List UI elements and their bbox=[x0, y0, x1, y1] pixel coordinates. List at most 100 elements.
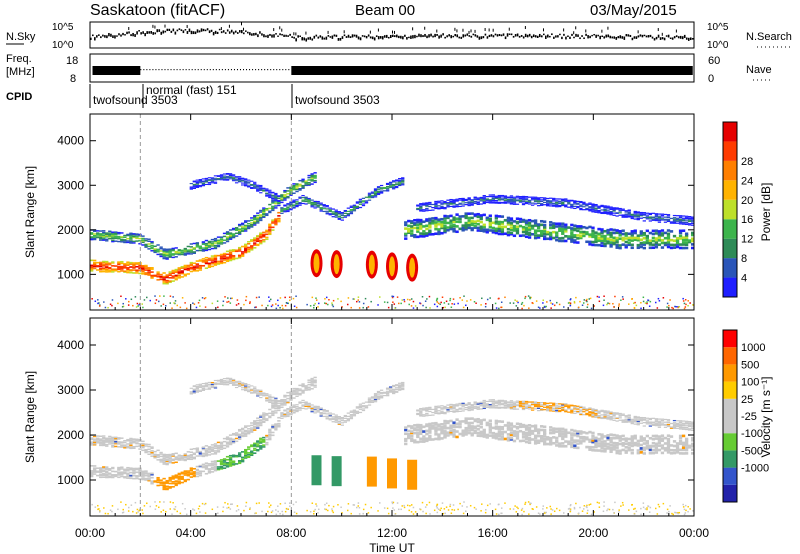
velocity-cell bbox=[219, 441, 224, 444]
velocity-cell bbox=[250, 385, 254, 387]
power-cell bbox=[672, 220, 677, 222]
velocity-cell bbox=[177, 477, 181, 479]
velocity-cell bbox=[231, 439, 236, 442]
velocity-cell bbox=[114, 445, 118, 448]
velocity-cell bbox=[244, 448, 248, 451]
sky-sample bbox=[166, 28, 169, 32]
power-cell bbox=[657, 233, 662, 237]
power-cell bbox=[597, 212, 601, 214]
velocity-cell bbox=[147, 477, 151, 479]
power-cell bbox=[634, 301, 636, 304]
velocity-cell bbox=[295, 404, 299, 406]
velocity-cell bbox=[219, 379, 224, 381]
power-cell bbox=[479, 215, 483, 219]
power-cell bbox=[428, 229, 432, 233]
velocity-cell bbox=[434, 433, 438, 436]
power-cell bbox=[250, 225, 254, 227]
power-cell bbox=[244, 221, 248, 224]
power-cell bbox=[488, 226, 492, 229]
velocity-cell bbox=[162, 453, 166, 456]
power-cell bbox=[292, 204, 296, 206]
power-cell bbox=[678, 231, 683, 235]
power-cell bbox=[259, 186, 263, 188]
power-cell bbox=[139, 302, 141, 305]
velocity-cell bbox=[256, 444, 260, 447]
power-cell bbox=[437, 205, 441, 207]
power-cell bbox=[567, 199, 571, 201]
velocity-cell bbox=[123, 445, 127, 448]
velocity-cell bbox=[201, 385, 206, 387]
velocity-cell bbox=[259, 424, 263, 427]
power-cell bbox=[105, 234, 109, 237]
power-cell bbox=[168, 252, 172, 254]
power-cell bbox=[192, 265, 196, 268]
velocity-cell bbox=[352, 411, 357, 413]
power-cell bbox=[231, 178, 236, 180]
velocity-cell bbox=[533, 401, 538, 403]
power-cell bbox=[256, 188, 260, 190]
power-cell bbox=[123, 263, 127, 265]
power-cell bbox=[536, 197, 541, 199]
velocity-cell bbox=[265, 438, 269, 441]
power-cell bbox=[171, 269, 175, 272]
velocity-cell bbox=[153, 457, 157, 459]
velocity-cell bbox=[488, 422, 492, 426]
power-cell bbox=[690, 239, 695, 243]
power-cell bbox=[234, 176, 239, 178]
power-cell bbox=[307, 174, 311, 177]
power-cell bbox=[618, 207, 622, 210]
velocity-cell bbox=[361, 406, 366, 408]
power-cell bbox=[555, 201, 559, 203]
velocity-cell bbox=[237, 438, 242, 441]
power-cell bbox=[126, 261, 130, 264]
velocity-cell bbox=[198, 472, 203, 474]
power-cell bbox=[159, 278, 163, 281]
power-cell bbox=[635, 304, 638, 307]
power-cell bbox=[135, 270, 139, 272]
power-cell bbox=[594, 204, 598, 206]
power-cell bbox=[552, 200, 556, 202]
power-cell bbox=[298, 196, 302, 198]
velocity-cell bbox=[524, 433, 529, 437]
velocity-cell bbox=[256, 425, 260, 428]
power-cell bbox=[183, 254, 187, 256]
velocity-cell bbox=[458, 408, 462, 410]
velocity-cell bbox=[168, 454, 172, 457]
power-cell bbox=[455, 220, 459, 223]
power-cell bbox=[473, 196, 477, 198]
power-cell bbox=[443, 200, 447, 203]
power-cell bbox=[355, 202, 360, 204]
power-cell bbox=[515, 220, 520, 224]
velocity-cell bbox=[506, 433, 511, 436]
velocity-cell bbox=[446, 409, 450, 411]
velocity-cell bbox=[295, 388, 299, 391]
power-cell bbox=[210, 255, 215, 257]
power-cell bbox=[401, 184, 405, 186]
velocity-cell bbox=[500, 433, 505, 436]
power-cell bbox=[262, 234, 266, 237]
power-cell bbox=[310, 204, 314, 207]
power-cell bbox=[416, 205, 420, 207]
velocity-cell bbox=[147, 478, 151, 481]
velocity-cell bbox=[177, 458, 181, 460]
velocity-cell bbox=[431, 427, 435, 430]
velocity-cell bbox=[216, 468, 221, 471]
velocity-cell bbox=[207, 384, 212, 386]
power-cell bbox=[237, 179, 242, 181]
power-cell bbox=[509, 195, 514, 197]
power-cell bbox=[556, 301, 558, 304]
power-cell bbox=[533, 236, 538, 240]
power-cell bbox=[583, 299, 586, 301]
power-cell bbox=[277, 215, 281, 217]
power-cell bbox=[165, 254, 169, 256]
power-cell bbox=[546, 199, 550, 202]
power-cell bbox=[431, 209, 435, 211]
power-cell bbox=[159, 246, 163, 248]
velocity-cell bbox=[262, 418, 266, 421]
power-cell bbox=[93, 230, 97, 233]
velocity-cell bbox=[231, 461, 236, 464]
velocity-cell bbox=[543, 404, 547, 406]
power-cell bbox=[177, 271, 181, 274]
freq-sample bbox=[288, 69, 290, 71]
sky-sample bbox=[212, 32, 215, 36]
